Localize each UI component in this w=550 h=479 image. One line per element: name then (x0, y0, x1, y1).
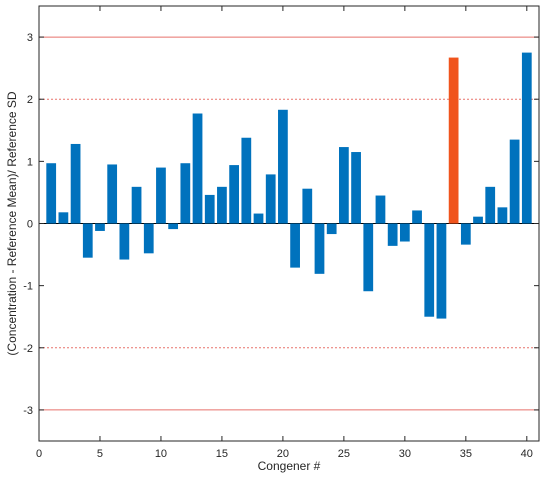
bar (253, 213, 264, 224)
bar (412, 210, 422, 224)
bar (326, 223, 337, 235)
bar (339, 147, 349, 224)
y-tick-label: 0 (27, 219, 33, 231)
bar (241, 137, 252, 224)
bar (278, 109, 288, 224)
bar (290, 223, 300, 268)
x-tick-label: 20 (277, 448, 289, 460)
bar (70, 143, 81, 224)
bar (521, 52, 532, 224)
x-tick-label: 25 (338, 448, 350, 460)
bar (351, 152, 361, 224)
y-tick-label: -2 (23, 343, 33, 355)
x-tick-label: 40 (521, 448, 533, 460)
x-axis-label: Congener # (258, 459, 321, 473)
bar (192, 113, 203, 224)
x-tick-label: 10 (155, 448, 167, 460)
bars (46, 52, 532, 319)
y-tick-label: 1 (27, 156, 33, 168)
bar (82, 223, 93, 258)
y-tick-label: 3 (27, 32, 33, 44)
bar (229, 165, 239, 224)
bar (314, 223, 325, 274)
bar (58, 212, 69, 224)
bar (485, 186, 496, 224)
bar (95, 223, 105, 231)
bar (180, 163, 191, 224)
x-tick-label: 30 (399, 448, 411, 460)
bar (143, 223, 154, 254)
y-tick-label: -3 (23, 405, 33, 417)
x-tick-label: 15 (216, 448, 228, 460)
bar (375, 195, 386, 224)
x-tick-label: 35 (460, 448, 472, 460)
bar (460, 223, 471, 245)
bar (302, 188, 313, 224)
bar (168, 223, 179, 230)
bar (424, 223, 435, 317)
x-tick-label: 5 (97, 448, 103, 460)
bar (509, 139, 520, 224)
y-axis-ticks: -3 -2 -1 0 1 2 3 (23, 32, 539, 417)
bar (399, 223, 410, 242)
bar (107, 164, 118, 224)
bar (204, 194, 215, 224)
highlighted-bar (448, 57, 459, 224)
bar (363, 223, 374, 292)
bar (497, 207, 508, 224)
y-axis-label: (Concentration - Reference Mean)/ Refere… (5, 91, 19, 355)
bar (473, 216, 483, 224)
y-tick-label: -1 (23, 281, 33, 293)
bar (217, 186, 227, 224)
y-tick-label: 2 (27, 94, 33, 106)
x-tick-label: 0 (36, 448, 42, 460)
bar (436, 223, 447, 319)
bar (265, 174, 276, 224)
bar (119, 223, 130, 260)
bar (387, 223, 398, 246)
bar (156, 167, 166, 224)
bar (131, 186, 142, 224)
bar (46, 163, 57, 224)
x-axis-ticks: 0 5 10 15 20 25 30 35 40 (36, 6, 533, 460)
